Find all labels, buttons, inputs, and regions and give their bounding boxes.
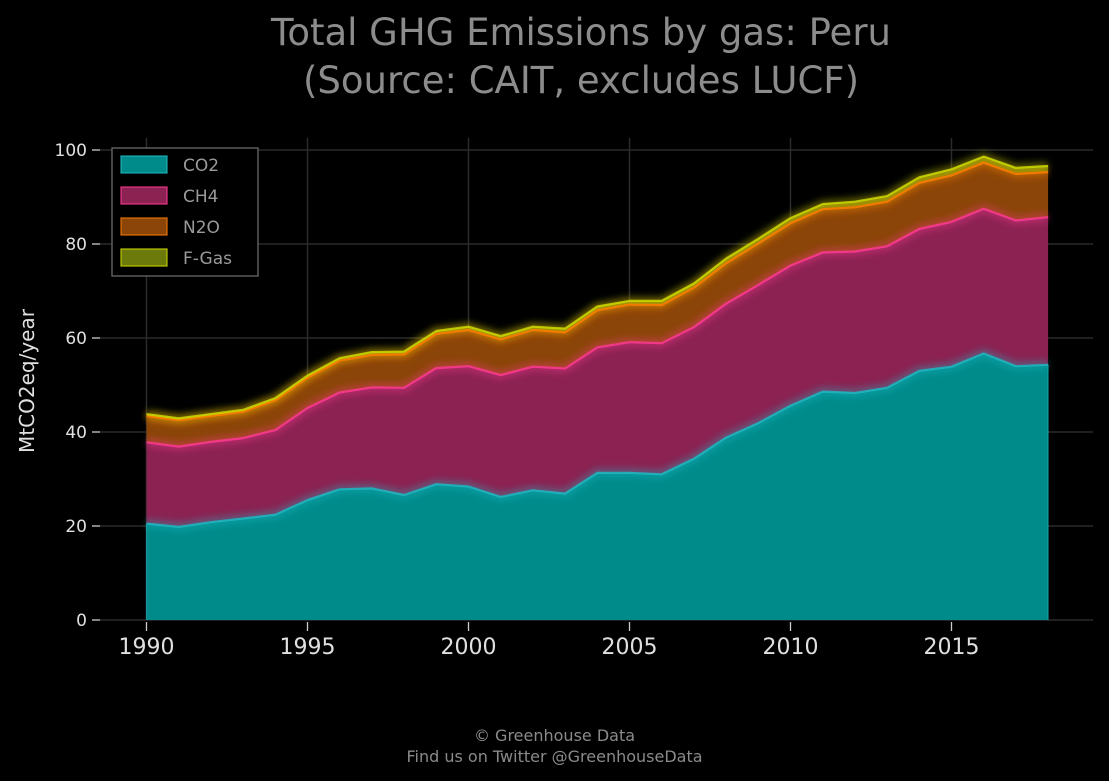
legend-swatch-f-gas [120,248,168,267]
line-co2 [146,352,1049,528]
y-tick-label-20: 20 [65,517,87,537]
line-n2o [146,161,1049,422]
x-tick-label-2010: 2010 [763,635,819,660]
footer-credit: © Greenhouse Data [473,726,636,745]
chart-title-line-2: (Source: CAIT, excludes LUCF) [303,59,859,102]
legend-label-ch4: CH4 [183,187,218,207]
area-ch4 [146,208,1049,527]
legend-swatch-co2 [120,155,168,174]
x-tick-label-2015: 2015 [924,635,980,660]
footer-twitter: Find us on Twitter @GreenhouseData [406,747,703,766]
legend-label-co2: CO2 [183,156,219,176]
legend-swatch-n2o [120,217,168,236]
legend-swatch-ch4 [120,186,168,205]
y-tick-label-0: 0 [76,611,87,631]
x-tick-label-1990: 1990 [119,635,175,660]
legend-label-n2o: N2O [183,218,220,238]
area-co2 [146,353,1049,620]
line-ch4 [146,207,1049,448]
area-n2o [146,162,1049,447]
legend-label-f-gas: F-Gas [183,249,232,269]
y-tick-label-80: 80 [65,235,87,255]
x-tick-label-2005: 2005 [602,635,658,660]
series-lines [145,155,1049,620]
y-tick-label-60: 60 [65,329,87,349]
plot-area [146,156,1049,620]
y-axis-label: MtCO2eq/year [15,308,39,453]
x-tick-label-1995: 1995 [280,635,336,660]
axes: 0 20 40 60 80 100 1990 1995 2000 2005 2010 2015 [55,141,980,660]
line-f-gas [146,155,1049,420]
y-tick-label-40: 40 [65,423,87,443]
x-tick-label-2000: 2000 [441,635,497,660]
chart-title-line-1: Total GHG Emissions by gas: Peru [270,11,891,54]
legend: CO2 CH4 N2O F-Gas [111,147,259,277]
y-tick-label-100: 100 [55,141,87,161]
chart-title: Total GHG Emissions by gas: Peru (Source… [270,11,891,102]
